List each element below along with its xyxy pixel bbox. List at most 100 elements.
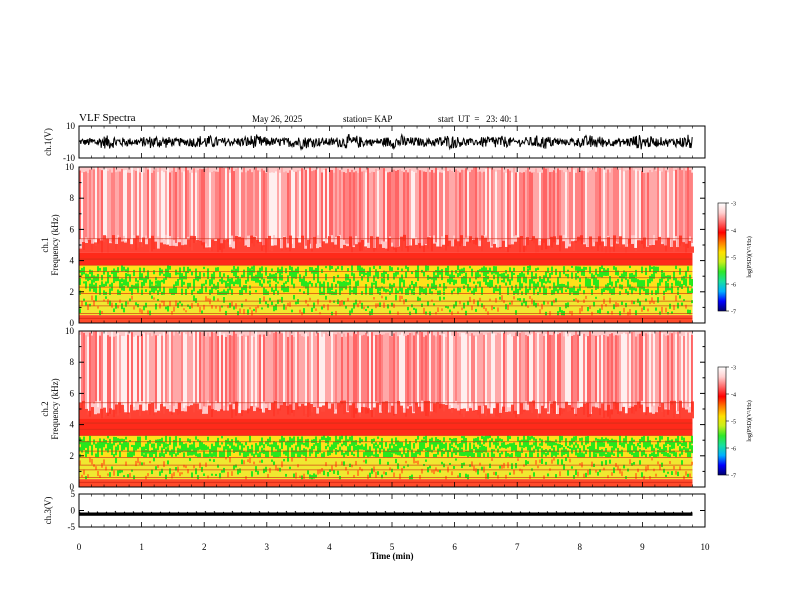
ch1-spectrogram-red-edge	[508, 244, 511, 253]
ch1-spectrogram-streak	[99, 169, 101, 244]
ch3-waveform-spike	[384, 510, 387, 513]
ch1-spectrogram-low-speckle	[569, 310, 571, 314]
ch2-spectrogram-red-edge	[355, 408, 358, 419]
ch2-spectrogram-low-speckle	[605, 460, 607, 466]
ch2-spectrogram-green-speckle	[377, 454, 379, 458]
ch2-spectrogram-green-speckle	[211, 443, 213, 450]
ch1-spectrogram-green-speckle	[663, 290, 665, 298]
ch2-spectrogram-red-edge	[382, 401, 385, 419]
ch1-spectrogram-streak	[593, 168, 595, 243]
ch2-spectrogram-green-speckle	[531, 436, 533, 439]
ch2-spectrogram-green-speckle	[283, 450, 285, 455]
ch1-spectrogram-green-speckle	[83, 266, 85, 275]
ch2-spectrogram-streak	[251, 335, 253, 406]
ch1-spectrogram-green-speckle	[221, 276, 223, 281]
ch1-spectrogram-low-speckle	[413, 307, 415, 310]
ch1-spectrogram-low-speckle	[655, 307, 657, 311]
ch2-spectrogram-green-speckle	[511, 446, 513, 452]
ch2-spectrogram-low-speckle	[685, 471, 687, 476]
ch2-spectrogram-channel-label: ch.2	[40, 401, 50, 416]
ch2-spectrogram-green-speckle	[497, 436, 499, 443]
ch1-spectrogram-green-speckle	[399, 286, 401, 292]
ch1-spectrogram-red-edge	[391, 246, 394, 253]
ch1-spectrogram-low-speckle	[91, 295, 93, 301]
ch2-spectrogram-streak	[295, 332, 297, 409]
ch1-spectrogram-green-speckle	[303, 280, 305, 287]
ch2-spectrogram-streak	[291, 335, 293, 413]
ch2-spectrogram-low-speckle	[91, 458, 93, 465]
ch2-spectrogram-ytick-label: 10	[65, 326, 75, 336]
ch2-spectrogram-green-speckle	[335, 435, 337, 444]
ch2-spectrogram-green-speckle	[227, 438, 229, 445]
ch1-spectrogram-red-edge	[664, 245, 667, 253]
ch2-spectrogram-green-speckle	[627, 444, 629, 453]
ch1-spectrogram-low-speckle	[117, 305, 119, 309]
ch1-spectrogram-green-speckle	[179, 267, 181, 273]
ch2-spectrogram-low-speckle	[169, 468, 171, 474]
ch2-spectrogram-streak	[241, 335, 243, 417]
ch1-spectrogram-green-speckle	[533, 281, 535, 288]
ch2-spectrogram-streak	[661, 332, 663, 412]
ch2-spectrogram-green-speckle	[147, 446, 149, 454]
ch2-spectrogram-green-speckle	[691, 435, 693, 440]
ch1-spectrogram-low-speckle	[417, 296, 419, 302]
ch2-spectrogram-streak	[419, 331, 421, 409]
ch2-spectrogram-green-speckle	[653, 451, 655, 458]
ch1-spectrogram-red-edge	[79, 248, 82, 253]
ch1-spectrogram-streak	[341, 171, 343, 238]
ch1-spectrogram-streak	[623, 171, 625, 249]
ch2-spectrogram-green-speckle	[671, 451, 673, 454]
ch1-spectrogram-streak	[289, 170, 291, 252]
ch2-spectrogram-green-speckle	[589, 448, 591, 456]
ch1-spectrogram-streak	[411, 170, 413, 246]
ch2-spectrogram-green-speckle	[501, 442, 503, 448]
ch2-spectrogram-green-speckle	[391, 453, 393, 457]
ch2-spectrogram-streak	[89, 332, 91, 417]
ch2-spectrogram-green-speckle	[205, 447, 207, 451]
ch2-spectrogram-green-speckle	[289, 436, 291, 443]
ch1-spectrogram-green-speckle	[549, 280, 551, 284]
ch1-spectrogram-low-speckle	[579, 308, 581, 315]
ch1-spectrogram-green-speckle	[641, 266, 643, 274]
ch2-spectrogram-low-speckle	[515, 462, 517, 469]
ch2-spectrogram-green-speckle	[79, 447, 81, 451]
ch2-spectrogram-streak	[575, 331, 577, 417]
ch1-spectrogram-streak	[589, 170, 591, 242]
ch1-spectrogram-green-speckle	[537, 281, 539, 288]
ch2-spectrogram-green-speckle	[417, 449, 419, 455]
ch2-spectrogram-low-speckle	[651, 458, 653, 461]
ch1-spectrogram-green-speckle	[651, 266, 653, 270]
ch2-spectrogram-green-speckle	[409, 445, 411, 451]
ch1-spectrogram-streak	[425, 171, 427, 244]
ch2-spectrogram-green-speckle	[555, 451, 557, 457]
ch1-spectrogram-green-speckle	[661, 279, 663, 283]
ch2-spectrogram-red-edge	[571, 407, 574, 419]
ch2-spectrogram-low-speckle	[671, 471, 673, 475]
ch1-spectrogram-red-edge	[277, 238, 280, 253]
ch2-spectrogram-green-speckle	[441, 450, 443, 457]
ch2-spectrogram-low-speckle	[377, 471, 379, 475]
ch1-spectrogram-low-speckle	[535, 302, 537, 308]
ch1-spectrogram-green-speckle	[355, 281, 357, 289]
ch1-spectrogram-red-edge	[256, 239, 259, 253]
ch1-spectrogram-red-edge	[649, 245, 652, 253]
ch2-spectrogram-green-speckle	[575, 436, 577, 441]
ch2-spectrogram-green-speckle	[641, 436, 643, 443]
ch2-spectrogram-green-speckle	[383, 448, 385, 451]
ch1-spectrogram-red-edge	[394, 247, 397, 253]
ch1-spectrogram-low-speckle	[357, 303, 359, 308]
ch1-spectrogram-red-edge	[574, 240, 577, 253]
ch1-spectrogram-low-speckle	[149, 310, 151, 316]
ch2-spectrogram-image	[79, 331, 705, 487]
ch2-spectrogram-streak	[171, 331, 173, 415]
ch2-spectrogram-low-speckle	[479, 462, 481, 466]
ch1-spectrogram-streak	[447, 171, 449, 247]
ch1-spectrogram-low-speckle	[395, 295, 397, 301]
ch2-spectrogram-streak	[527, 336, 529, 405]
ch1-spectrogram-low-speckle	[289, 302, 291, 307]
ch1-spectrogram-streak	[663, 167, 665, 246]
ch2-spectrogram-green-speckle	[609, 452, 611, 458]
ch1-spectrogram-low-speckle	[371, 308, 373, 315]
ch2-spectrogram-green-speckle	[327, 444, 329, 447]
ch1-spectrogram-green-speckle	[499, 273, 501, 277]
